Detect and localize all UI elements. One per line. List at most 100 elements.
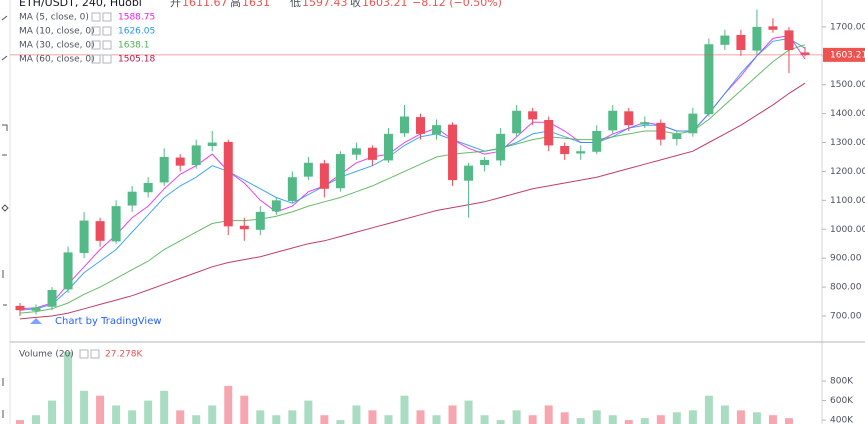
volume-bar bbox=[80, 390, 89, 424]
candle-body bbox=[351, 148, 361, 155]
volume-bar bbox=[560, 412, 569, 424]
volume-bar bbox=[720, 405, 729, 424]
candle-body bbox=[656, 122, 666, 140]
volume-bar bbox=[416, 410, 425, 424]
candle-body bbox=[640, 122, 650, 125]
volume-bar bbox=[640, 418, 649, 424]
legend-icon bbox=[102, 54, 112, 64]
candle-body bbox=[464, 165, 474, 181]
volume-bar bbox=[304, 400, 313, 424]
volume-bar bbox=[64, 351, 73, 424]
volume-bar bbox=[96, 395, 105, 424]
volume-bar bbox=[352, 405, 361, 424]
volume-bar bbox=[576, 418, 585, 424]
candle-body bbox=[143, 182, 153, 193]
volume-bar bbox=[608, 415, 617, 424]
candle-body bbox=[768, 26, 778, 30]
candle-body bbox=[207, 142, 217, 146]
candle-body bbox=[335, 154, 345, 189]
candle-body bbox=[367, 147, 377, 160]
legend-icon bbox=[91, 40, 101, 50]
y-tick-label: 1100.00 bbox=[830, 196, 865, 206]
candle-body bbox=[223, 141, 233, 227]
candle-body bbox=[704, 44, 714, 115]
volume-bar bbox=[704, 395, 713, 424]
candle-body bbox=[15, 305, 25, 311]
candle-body bbox=[111, 206, 121, 242]
legend-icon bbox=[102, 40, 112, 50]
candle-body bbox=[159, 156, 169, 183]
volume-tick-label: 800K bbox=[830, 377, 854, 387]
volume-bar bbox=[496, 420, 505, 424]
volume-bar bbox=[480, 415, 489, 424]
ohlc-value: 1631 bbox=[242, 0, 270, 9]
volume-bar bbox=[400, 395, 409, 424]
candle-body bbox=[672, 133, 682, 140]
ohlc-prefix: 开 bbox=[170, 0, 181, 9]
candle-body bbox=[528, 111, 538, 120]
volume-bar bbox=[48, 400, 57, 424]
candle-body bbox=[303, 162, 313, 177]
candle-body bbox=[63, 252, 73, 290]
chart-title: ETH/USDT, 240, Huobi bbox=[19, 0, 142, 9]
volume-bar bbox=[336, 420, 345, 424]
candle-body bbox=[624, 111, 634, 126]
candle-body bbox=[480, 159, 490, 166]
change-label: −8.12 (−0.50%) bbox=[412, 0, 502, 9]
y-tick-label: 900.00 bbox=[830, 254, 862, 264]
candle-body bbox=[271, 200, 281, 212]
ma-line bbox=[19, 44, 806, 314]
volume-bar bbox=[784, 418, 793, 424]
legend-label: MA (5, close, 0) bbox=[19, 13, 89, 23]
volume-bar bbox=[256, 410, 265, 424]
legend-icon bbox=[102, 26, 112, 36]
candle-body bbox=[736, 34, 746, 51]
legend-icon bbox=[79, 349, 89, 359]
legend-value: 1588.75 bbox=[118, 13, 155, 23]
ohlc-prefix: 低 bbox=[290, 0, 301, 9]
candle-body bbox=[287, 177, 297, 201]
volume-bar bbox=[656, 415, 665, 424]
candle-body bbox=[79, 220, 89, 253]
candle-body bbox=[560, 145, 570, 155]
volume-bar bbox=[192, 415, 201, 424]
volume-tick-label: 400K bbox=[830, 416, 854, 424]
candle-body bbox=[175, 157, 185, 166]
legend-icon bbox=[90, 349, 100, 359]
toolbar-icons bbox=[1, 15, 9, 418]
candle-body bbox=[239, 225, 249, 230]
volume-bar bbox=[688, 410, 697, 424]
ohlc-value: 1603.21 bbox=[362, 0, 408, 9]
legend-label: MA (60, close, 0) bbox=[19, 55, 95, 65]
volume-bar bbox=[240, 395, 249, 424]
legend-icon bbox=[91, 54, 101, 64]
volume-bar bbox=[368, 410, 377, 424]
volume-bar bbox=[448, 405, 457, 424]
legend-value: 1638.1 bbox=[118, 41, 150, 51]
candle-body bbox=[512, 110, 522, 134]
volume-bar bbox=[528, 415, 537, 424]
volume-bar bbox=[544, 405, 553, 424]
candle-body bbox=[191, 145, 201, 166]
ohlc-value: 1597.43 bbox=[302, 0, 348, 9]
volume-bar bbox=[144, 400, 153, 424]
volume-bar bbox=[464, 400, 473, 424]
candle-body bbox=[127, 191, 137, 206]
volume-bar bbox=[768, 415, 777, 424]
candle-body bbox=[688, 113, 698, 134]
candle-body bbox=[319, 163, 329, 189]
ma-line bbox=[19, 35, 806, 310]
candle-body bbox=[592, 130, 602, 152]
legend-label: MA (10, close, 0) bbox=[19, 27, 95, 37]
volume-tick-label: 600K bbox=[830, 396, 854, 406]
volume-bar bbox=[16, 420, 24, 424]
volume-bar bbox=[384, 415, 393, 424]
candle-body bbox=[496, 133, 506, 161]
y-tick-label: 1200.00 bbox=[830, 167, 865, 177]
y-tick-label: 700.00 bbox=[830, 311, 862, 321]
candle-body bbox=[31, 307, 41, 311]
y-tick-label: 1500.00 bbox=[830, 80, 865, 90]
volume-bar bbox=[432, 415, 441, 424]
volume-title: Volume (20) bbox=[19, 350, 74, 360]
